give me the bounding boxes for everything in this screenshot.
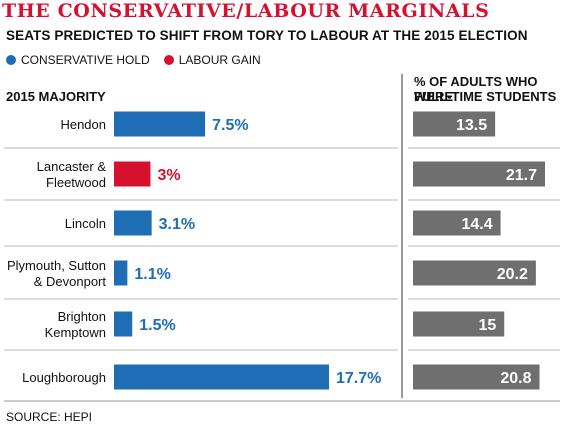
legend-label-labour-gain: LABOUR GAIN bbox=[178, 53, 261, 67]
students-bar-plymouth-sutton-devonport bbox=[413, 260, 536, 286]
students-value-lancaster-fleetwood: 21.7 bbox=[506, 167, 537, 184]
students-bar-hendon bbox=[413, 111, 496, 137]
legend-swatch-labour-gain bbox=[163, 55, 174, 65]
students-value-hendon: 13.5 bbox=[456, 117, 487, 134]
source-note: SOURCE: HEPI bbox=[6, 410, 93, 424]
majority-value-brighton-kemptown: 1.5% bbox=[139, 317, 175, 334]
majority-value-lancaster-fleetwood: 3% bbox=[157, 167, 180, 184]
majority-value-loughborough: 17.7% bbox=[336, 370, 381, 387]
category-label-hendon: Hendon bbox=[60, 117, 106, 132]
majority-value-hendon: 7.5% bbox=[212, 117, 248, 134]
students-value-brighton-kemptown: 15 bbox=[478, 317, 496, 334]
majority-bar-hendon bbox=[114, 111, 206, 137]
legend-item-conservative-hold: CONSERVATIVE HOLD bbox=[6, 53, 150, 67]
category-label-loughborough: Loughborough bbox=[22, 370, 106, 385]
legend-swatch-conservative-hold bbox=[6, 55, 16, 65]
majority-bar-lancaster-fleetwood bbox=[114, 161, 151, 187]
category-label-plymouth-sutton-devonport: Plymouth, Sutton & Devonport bbox=[7, 258, 106, 289]
majority-bar-lincoln bbox=[114, 210, 152, 236]
category-label-lancaster-fleetwood: Lancaster & Fleetwood bbox=[37, 159, 107, 190]
legend-label-conservative-hold: CONSERVATIVE HOLD bbox=[21, 53, 150, 67]
students-value-lincoln: 14.4 bbox=[461, 216, 492, 233]
students-column-header-line1: % OF ADULTS WHO WERE bbox=[414, 74, 538, 104]
majority-bar-brighton-kemptown bbox=[114, 311, 133, 337]
students-bar-brighton-kemptown bbox=[413, 311, 505, 337]
majority-value-plymouth-sutton-devonport: 1.1% bbox=[134, 266, 170, 283]
majority-value-lincoln: 3.1% bbox=[159, 216, 195, 233]
students-column-header-line2: FULL-TIME STUDENTS bbox=[414, 89, 557, 104]
category-label-brighton-kemptown: Brighton Kemptown bbox=[45, 309, 106, 340]
chart-subtitle: SEATS PREDICTED TO SHIFT FROM TORY TO LA… bbox=[6, 28, 528, 43]
majority-bar-loughborough bbox=[114, 364, 329, 390]
students-value-plymouth-sutton-devonport: 20.2 bbox=[497, 266, 528, 283]
legend-item-labour-gain: LABOUR GAIN bbox=[163, 53, 261, 67]
students-bar-loughborough bbox=[413, 364, 540, 390]
students-value-loughborough: 20.8 bbox=[500, 370, 531, 387]
majority-bar-plymouth-sutton-devonport bbox=[114, 260, 128, 286]
chart-title: THE CONSERVATIVE/LABOUR MARGINALS bbox=[2, 0, 490, 22]
legend: CONSERVATIVE HOLD LABOUR GAIN bbox=[6, 52, 275, 68]
majority-column-header: 2015 MAJORITY bbox=[6, 89, 106, 104]
category-label-lincoln: Lincoln bbox=[65, 216, 106, 231]
students-bar-lancaster-fleetwood bbox=[413, 161, 545, 187]
students-bar-lincoln bbox=[413, 210, 501, 236]
